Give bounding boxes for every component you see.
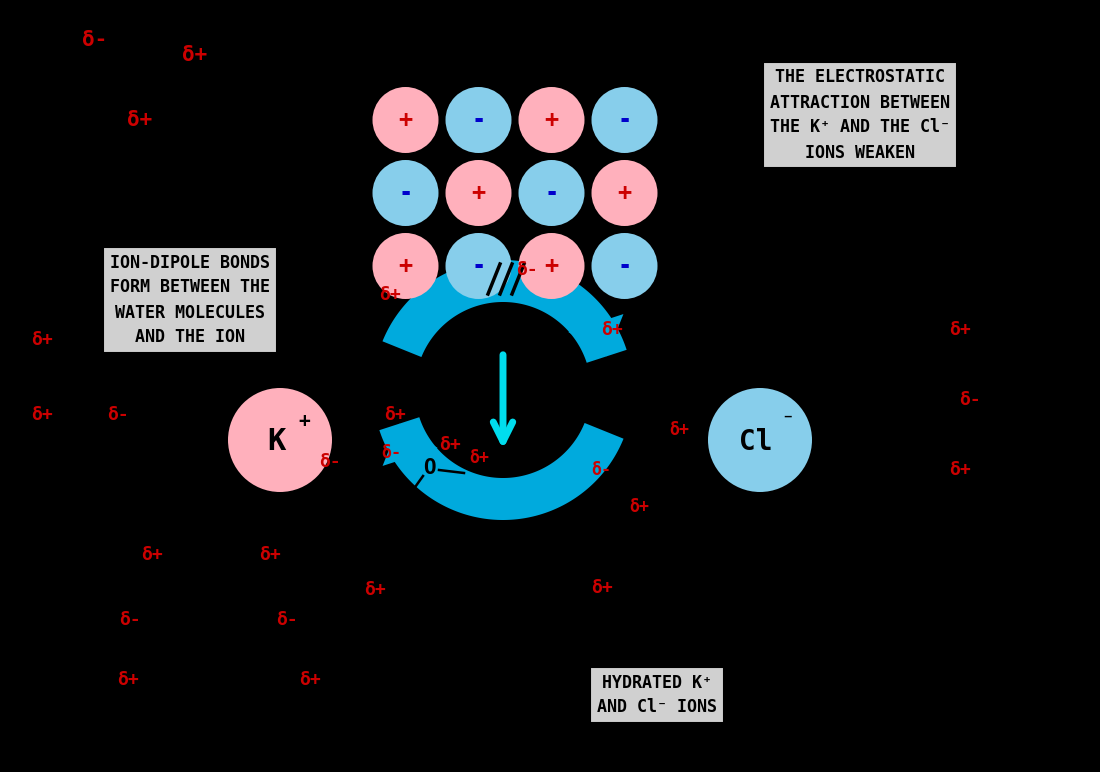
Text: +: + [298,412,310,432]
Text: δ+: δ+ [260,546,280,564]
Text: δ+: δ+ [183,45,208,65]
Text: δ+: δ+ [31,406,53,424]
Text: δ+: δ+ [364,581,386,599]
Circle shape [446,233,512,299]
Text: O: O [422,458,436,478]
Text: δ-: δ- [119,611,141,629]
Polygon shape [379,417,624,520]
Circle shape [417,304,588,476]
Text: O: O [625,454,637,474]
Text: -: - [472,108,485,132]
Text: δ+: δ+ [601,321,623,339]
Circle shape [446,160,512,226]
Text: -: - [472,254,485,278]
Text: HYDRATED K⁺
AND Cl⁻ IONS: HYDRATED K⁺ AND Cl⁻ IONS [597,673,717,716]
Circle shape [518,160,584,226]
Circle shape [592,233,658,299]
Text: H: H [653,429,664,447]
Circle shape [518,233,584,299]
Circle shape [592,87,658,153]
Text: ION-DIPOLE BONDS
FORM BETWEEN THE
WATER MOLECULES
AND THE ION: ION-DIPOLE BONDS FORM BETWEEN THE WATER … [110,253,270,347]
Text: δ+: δ+ [591,579,613,597]
Text: δ+: δ+ [379,286,400,304]
Polygon shape [383,260,627,363]
Text: δ-: δ- [276,611,298,629]
Text: +: + [617,181,631,205]
Text: δ+: δ+ [439,436,461,454]
Circle shape [373,87,439,153]
Text: δ+: δ+ [469,449,490,467]
Text: δ+: δ+ [117,671,139,689]
Text: δ+: δ+ [384,406,406,424]
Text: -: - [544,181,559,205]
Circle shape [373,233,439,299]
Text: δ+: δ+ [949,461,971,479]
Text: δ+: δ+ [629,498,649,516]
Text: δ-: δ- [959,391,981,409]
Text: δ+: δ+ [31,331,53,349]
Circle shape [228,388,332,492]
Text: δ-: δ- [591,461,611,479]
Text: δ+: δ+ [128,110,153,130]
Circle shape [373,160,439,226]
Text: +: + [398,254,412,278]
Text: +: + [398,108,412,132]
Text: δ-: δ- [319,453,341,471]
Text: δ+: δ+ [669,421,689,439]
Text: δ-: δ- [381,444,402,462]
Text: ⁻: ⁻ [782,412,794,432]
Text: δ-: δ- [82,30,108,50]
Text: +: + [544,108,559,132]
Text: δ-: δ- [516,261,538,279]
Text: δ+: δ+ [141,546,163,564]
Circle shape [518,87,584,153]
Text: +: + [544,254,559,278]
Text: Cl: Cl [739,428,772,456]
Text: -: - [617,108,631,132]
Circle shape [446,87,512,153]
Polygon shape [383,424,438,466]
Polygon shape [569,314,624,357]
Text: K: K [267,428,285,456]
Text: -: - [617,254,631,278]
Text: δ-: δ- [107,406,129,424]
Circle shape [708,388,812,492]
Text: -: - [398,181,412,205]
Text: δ+: δ+ [299,671,321,689]
Circle shape [592,160,658,226]
Text: δ+: δ+ [949,321,971,339]
Text: THE ELECTROSTATIC
ATTRACTION BETWEEN
THE K⁺ AND THE Cl⁻
IONS WEAKEN: THE ELECTROSTATIC ATTRACTION BETWEEN THE… [770,69,950,161]
Text: +: + [472,181,485,205]
